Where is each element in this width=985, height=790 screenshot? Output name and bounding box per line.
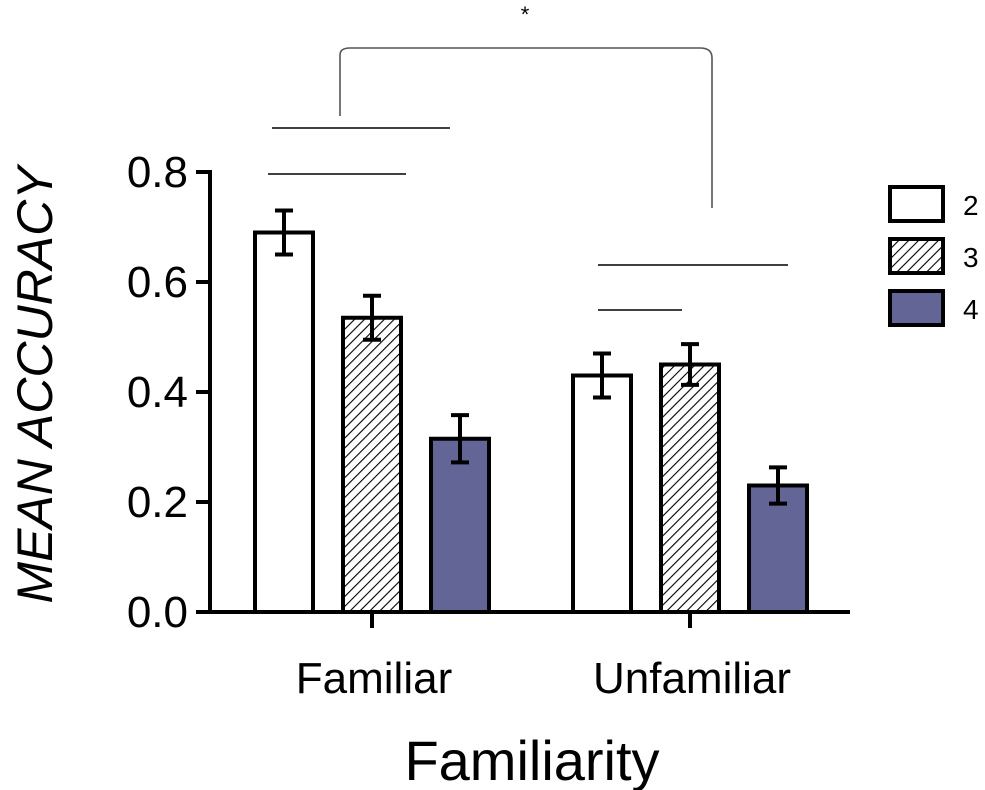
significance-bracket xyxy=(339,47,713,208)
legend-label: 2 xyxy=(963,190,979,221)
legend-swatch xyxy=(888,237,945,275)
bar xyxy=(253,230,315,614)
significance-star: * xyxy=(521,2,530,27)
legend-swatch xyxy=(888,185,945,223)
error-bars xyxy=(275,208,787,506)
significance-annotations xyxy=(268,47,788,311)
bar xyxy=(429,436,491,614)
x-tick-label: Unfamiliar xyxy=(593,654,791,703)
y-tick-label: 0.6 xyxy=(127,258,188,307)
axes: 0.0 0.2 0.4 0.6 0.8 Familiar Unfamiliar xyxy=(127,148,850,703)
y-tick-label: 0.4 xyxy=(127,368,188,417)
legend: 2 3 4 xyxy=(888,185,979,327)
y-tick-label: 0.0 xyxy=(127,588,188,637)
legend-label: 4 xyxy=(963,294,979,325)
legend-label: 3 xyxy=(963,242,979,273)
y-axis-title: MEAN ACCURACY xyxy=(7,163,63,604)
bars xyxy=(253,230,809,614)
y-tick-label: 0.2 xyxy=(127,478,188,527)
y-tick-label: 0.8 xyxy=(127,148,188,197)
bar xyxy=(341,315,403,614)
x-tick-label: Familiar xyxy=(296,654,452,703)
bar xyxy=(571,373,633,614)
x-axis-title: Familiarity xyxy=(404,729,659,790)
legend-swatch xyxy=(888,289,945,327)
bar xyxy=(659,362,721,614)
